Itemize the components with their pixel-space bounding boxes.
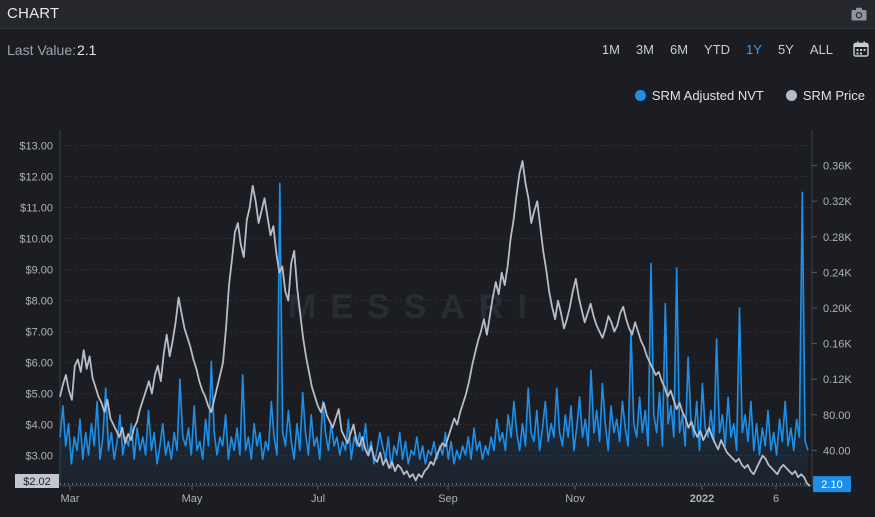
legend-swatch-nvt — [634, 90, 646, 101]
right-axis-tick-label: 0.12K — [823, 374, 852, 386]
last-value: 2.1 — [77, 42, 97, 58]
legend-swatch-price — [785, 90, 797, 101]
left-axis-tick-label: $6.00 — [25, 358, 53, 370]
x-axis-tick-label: Sep — [438, 493, 458, 505]
chart-toolbar: Last Value: 2.1 1M 3M 6M YTD 1Y 5Y ALL — [0, 36, 875, 64]
x-axis-tick-label: Nov — [565, 493, 585, 505]
left-axis-tick-label: $8.00 — [25, 296, 53, 308]
left-axis-tick-label: $5.00 — [25, 389, 53, 401]
x-axis-ticks: Mar May Jul Sep Nov 2022 6 — [61, 486, 779, 505]
range-3m-button[interactable]: 3M — [635, 42, 654, 57]
value-badges: 2.10 $2.02 — [15, 474, 851, 493]
range-5y-button[interactable]: 5Y — [777, 42, 794, 57]
left-axis-tick-label: $10.00 — [19, 234, 53, 246]
right-axis-tick-label: 40.00 — [823, 445, 851, 457]
last-value-label: Last Value: — [7, 42, 77, 58]
x-axis-tick-label: May — [182, 493, 203, 505]
legend-label-price: SRM Price — [802, 88, 865, 103]
x-axis-tick-label: 6 — [773, 493, 779, 505]
left-axis-tick-label: $13.00 — [19, 141, 53, 153]
left-axis-ticks: $13.00 $12.00 $11.00 $10.00 $9.00 $8.00 $7.00 $… — [19, 141, 53, 463]
right-axis-tick-label: 0.20K — [823, 303, 852, 315]
legend-item-nvt[interactable]: SRM Adjusted NVT — [634, 88, 764, 103]
watermark: MESSARI — [288, 288, 541, 326]
chart-legend: SRM Adjusted NVT SRM Price — [634, 88, 865, 103]
left-axis-tick-label: $7.00 — [25, 327, 53, 339]
right-axis-tick-label: 80.00 — [823, 410, 851, 422]
legend-item-price[interactable]: SRM Price — [785, 88, 865, 103]
legend-label-nvt: SRM Adjusted NVT — [651, 88, 764, 103]
right-axis-tick-label: 0.24K — [823, 267, 852, 279]
right-axis-ticks: 0.36K 0.32K 0.28K 0.24K 0.20K 0.16K 0.12K 80.00… — [812, 161, 852, 457]
x-axis-tick-label: 2022 — [690, 493, 714, 505]
price-last-value-badge — [15, 474, 59, 488]
nvt-series-area — [60, 183, 808, 486]
range-1m-button[interactable]: 1M — [601, 42, 620, 57]
calendar-icon[interactable] — [853, 41, 869, 57]
x-axis-tick-label: Mar — [61, 493, 80, 505]
camera-icon[interactable] — [851, 7, 867, 21]
left-axis-tick-label: $4.00 — [25, 420, 53, 432]
right-axis-tick-label: 0.32K — [823, 196, 852, 208]
price-last-value-text: $2.02 — [23, 476, 51, 488]
right-axis-tick-label: 0.36K — [823, 161, 852, 173]
right-axis-tick-label: 0.16K — [823, 339, 852, 351]
range-selector: 1M 3M 6M YTD 1Y 5Y ALL — [594, 42, 841, 57]
nvt-series-line — [59, 182, 809, 469]
range-1y-button[interactable]: 1Y — [746, 42, 762, 57]
left-axis-tick-label: $9.00 — [25, 265, 53, 277]
left-axis-tick-label: $12.00 — [19, 172, 53, 184]
right-axis-tick-label: 0.28K — [823, 232, 852, 244]
series-area-group — [60, 183, 808, 486]
chart-title: CHART — [7, 5, 60, 22]
nvt-last-value-text: 2.10 — [821, 479, 842, 491]
left-axis-tick-label: $11.00 — [20, 203, 53, 215]
nvt-last-value-badge — [813, 476, 851, 493]
left-axis-tick-label: $3.00 — [25, 451, 53, 463]
series-line-group — [59, 160, 811, 487]
title-bar: CHART — [0, 0, 875, 29]
range-all-button[interactable]: ALL — [809, 42, 833, 57]
price-series-line — [59, 160, 811, 487]
range-6m-button[interactable]: 6M — [669, 42, 689, 57]
x-axis-tick-label: Jul — [311, 493, 325, 505]
range-ytd-button[interactable]: YTD — [704, 42, 731, 57]
